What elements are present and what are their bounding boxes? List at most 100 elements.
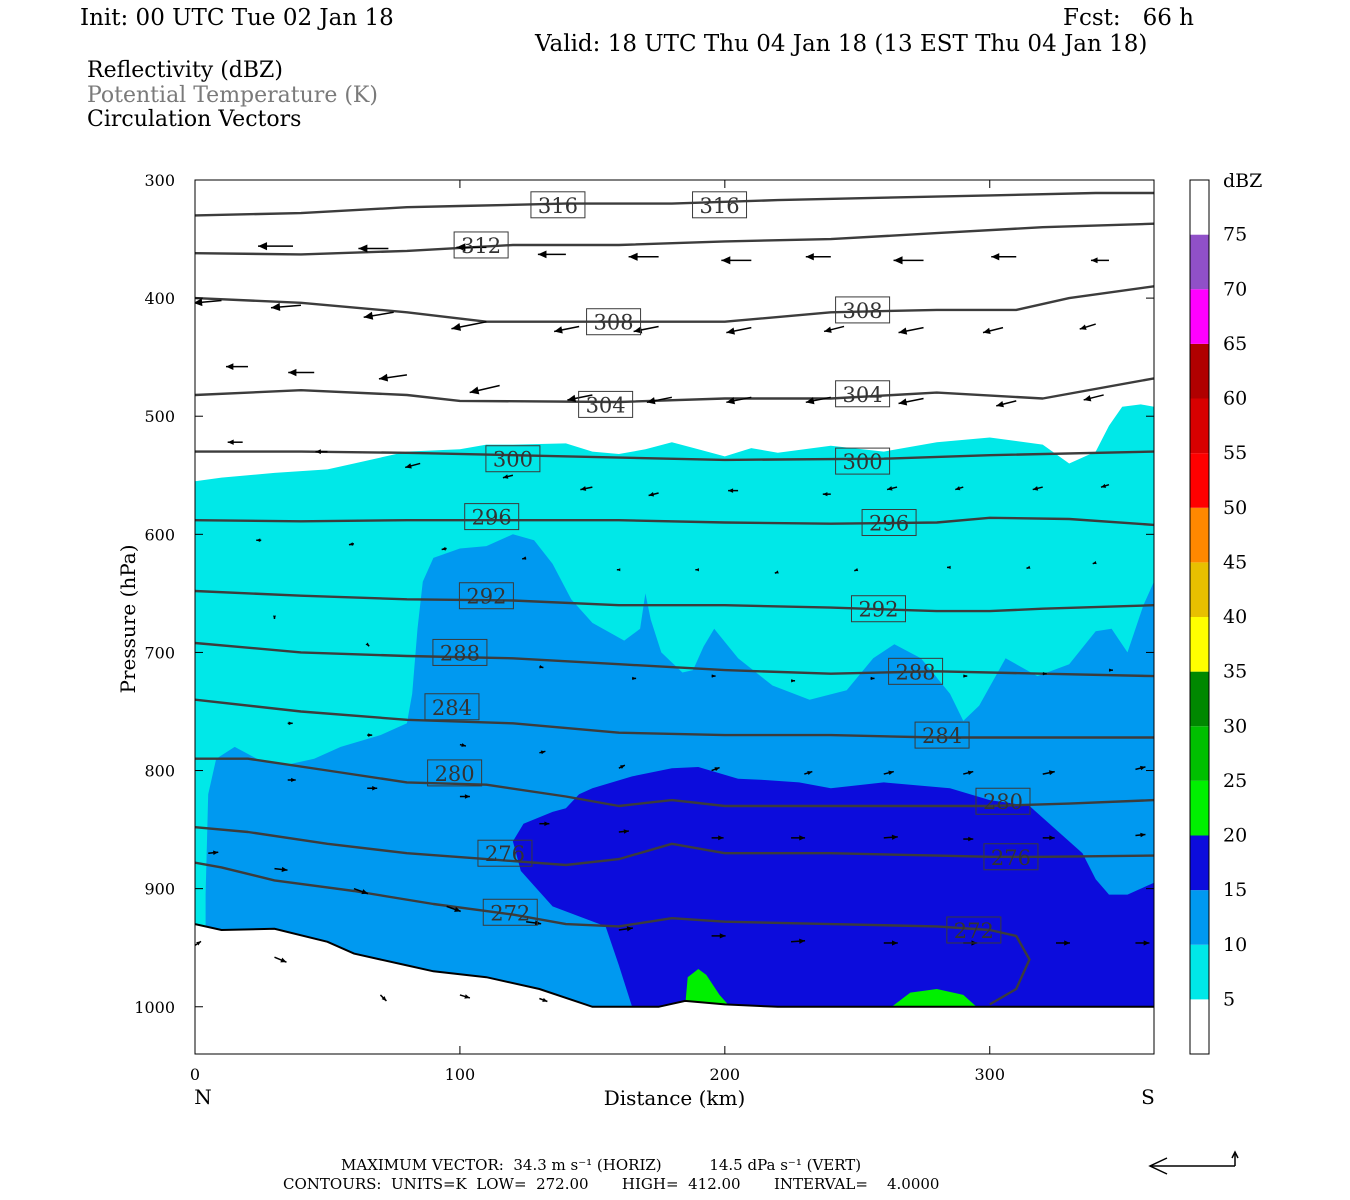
y-tick-label: 400 bbox=[144, 289, 175, 308]
colorbar-label: 70 bbox=[1223, 278, 1247, 300]
theta-contour-308 bbox=[195, 285, 1154, 323]
y-tick-label: 500 bbox=[144, 407, 175, 426]
theta-label-292: 292 bbox=[850, 595, 906, 623]
circulation-vector bbox=[456, 243, 487, 252]
circulation-vector bbox=[469, 384, 500, 395]
colorbar-segment bbox=[1190, 234, 1209, 290]
circulation-vector bbox=[982, 326, 1004, 335]
reflectivity-region-20dbz bbox=[685, 969, 731, 1007]
svg-text:316: 316 bbox=[538, 194, 578, 218]
circulation-vector bbox=[1042, 835, 1055, 841]
theta-contour-272 bbox=[195, 861, 1031, 1006]
circulation-vector bbox=[804, 770, 813, 775]
y-tick-label: 800 bbox=[144, 762, 175, 781]
circulation-vector bbox=[1083, 394, 1104, 402]
colorbar-label: 15 bbox=[1223, 879, 1247, 901]
svg-text:296: 296 bbox=[472, 506, 512, 530]
circulation-vector bbox=[539, 665, 544, 669]
circulation-vector bbox=[288, 368, 315, 377]
circulation-vector bbox=[823, 325, 845, 333]
colorbar-segment bbox=[1190, 562, 1209, 617]
circulation-vector bbox=[539, 750, 546, 755]
circulation-vector bbox=[898, 397, 924, 406]
theta-contour-292 bbox=[195, 589, 1154, 613]
x-tick-label: 300 bbox=[974, 1065, 1005, 1084]
circulation-vector bbox=[1042, 671, 1047, 676]
field-circulation-vectors: Circulation Vectors bbox=[87, 107, 302, 132]
theta-label-272: 272 bbox=[946, 916, 1002, 944]
theta-contour-296 bbox=[195, 516, 1154, 527]
circulation-vector bbox=[404, 462, 421, 469]
circulation-vector bbox=[805, 396, 831, 405]
circulation-vector bbox=[502, 474, 514, 479]
circulation-vector bbox=[1100, 483, 1110, 488]
circulation-vector bbox=[996, 400, 1017, 408]
theta-label-276: 276 bbox=[983, 843, 1039, 871]
y-tick-label: 700 bbox=[144, 643, 175, 662]
footer-contours: CONTOURS: UNITS=K LOW= 272.00 HIGH= 412.… bbox=[283, 1175, 940, 1193]
circulation-vector bbox=[791, 835, 806, 841]
colorbar-segment bbox=[1190, 944, 1209, 1000]
colorbar-segment bbox=[1190, 671, 1209, 727]
circulation-vector bbox=[315, 449, 328, 455]
theta-label-288: 288 bbox=[432, 638, 488, 666]
colorbar-frame bbox=[1189, 179, 1210, 1055]
circulation-vector bbox=[446, 905, 461, 913]
field-reflectivity: Reflectivity (dBZ) bbox=[87, 58, 283, 83]
svg-text:300: 300 bbox=[493, 448, 533, 472]
theta-label-292: 292 bbox=[458, 582, 514, 610]
circulation-vector bbox=[711, 674, 716, 678]
circulation-vector bbox=[791, 679, 796, 683]
circulation-vector bbox=[195, 940, 202, 946]
circulation-vector bbox=[991, 253, 1017, 261]
circulation-vector bbox=[616, 568, 621, 572]
circulation-vector bbox=[893, 256, 924, 265]
theta-label-284: 284 bbox=[914, 721, 970, 749]
circulation-vector bbox=[451, 320, 487, 331]
circulation-vector bbox=[287, 721, 293, 726]
reflectivity-region-20dbz bbox=[891, 989, 977, 1007]
circulation-vector bbox=[539, 821, 550, 826]
terrain-mask bbox=[195, 924, 1154, 1054]
theta-label-276: 276 bbox=[477, 839, 533, 867]
circulation-vector bbox=[1032, 486, 1043, 491]
circulation-vector bbox=[963, 770, 974, 776]
theta-label-280: 280 bbox=[427, 759, 483, 787]
circulation-vector bbox=[854, 568, 859, 572]
colorbar-label: 45 bbox=[1223, 551, 1247, 573]
colorbar-label: 25 bbox=[1223, 770, 1247, 792]
circulation-vector bbox=[365, 642, 370, 647]
circulation-vector bbox=[378, 373, 408, 382]
circulation-vector bbox=[711, 766, 720, 772]
circulation-vector bbox=[822, 492, 831, 497]
circulation-vector bbox=[567, 394, 593, 402]
circulation-vector bbox=[711, 933, 726, 939]
circulation-vector bbox=[618, 829, 629, 834]
colorbar-segment bbox=[1190, 343, 1209, 399]
forecast-hour: Fcst: 66 h bbox=[1063, 5, 1194, 31]
circulation-vector bbox=[791, 938, 806, 944]
theta-contour-316 bbox=[195, 191, 1154, 217]
theta-label-316: 316 bbox=[530, 191, 586, 219]
svg-text:304: 304 bbox=[586, 393, 626, 417]
y-tick-label: 1000 bbox=[134, 998, 175, 1017]
svg-text:280: 280 bbox=[435, 762, 475, 786]
circulation-vector bbox=[628, 252, 659, 261]
circulation-vector bbox=[348, 542, 355, 546]
circulation-vector bbox=[270, 302, 302, 311]
circulation-vector bbox=[526, 920, 542, 926]
circulation-vector bbox=[1079, 323, 1096, 330]
theta-label-284: 284 bbox=[424, 693, 480, 721]
svg-text:276: 276 bbox=[991, 846, 1031, 870]
theta-label-304: 304 bbox=[578, 390, 634, 418]
circulation-vector bbox=[258, 242, 294, 251]
circulation-vector bbox=[363, 311, 394, 320]
circulation-vector bbox=[1090, 257, 1109, 264]
svg-text:288: 288 bbox=[440, 641, 480, 665]
svg-text:272: 272 bbox=[490, 901, 530, 925]
svg-text:296: 296 bbox=[869, 512, 909, 536]
svg-text:292: 292 bbox=[858, 598, 898, 622]
circulation-vector bbox=[886, 486, 898, 491]
circulation-vector bbox=[955, 486, 964, 491]
colorbar-label: 30 bbox=[1223, 715, 1247, 737]
